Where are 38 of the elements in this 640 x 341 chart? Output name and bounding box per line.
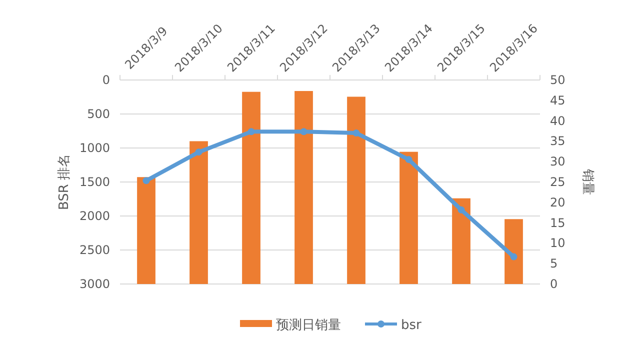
y-tick-label: 2000 <box>79 209 110 223</box>
y2-tick-label: 35 <box>550 134 566 148</box>
bar <box>137 177 156 284</box>
point <box>195 148 202 156</box>
point <box>248 128 255 136</box>
bar <box>294 91 313 284</box>
point <box>510 253 518 260</box>
point <box>142 177 150 184</box>
legend-label: bsr <box>401 318 422 333</box>
bar <box>452 198 470 284</box>
y2-tick-label: 25 <box>550 175 566 189</box>
y2-tick-label: 5 <box>550 256 558 271</box>
bar <box>242 92 260 284</box>
bar <box>347 96 366 284</box>
point <box>300 128 308 136</box>
y2-axis-title: 销量 <box>580 168 595 195</box>
y-axis-title: BSR 排名 <box>57 154 72 210</box>
y2-tick-label: 15 <box>550 216 566 230</box>
y-tick-label: 2500 <box>79 243 110 257</box>
y2-tick-label: 20 <box>550 195 566 210</box>
legend-label: 预测日销量 <box>276 318 341 333</box>
point <box>352 130 360 137</box>
y-tick-label: 3000 <box>79 277 110 291</box>
bar <box>400 152 418 284</box>
y2-tick-label: 0 <box>550 277 558 291</box>
y2-tick-label: 30 <box>550 154 566 169</box>
y-tick-label: 500 <box>87 107 110 121</box>
y2-tick-label: 50 <box>550 73 566 87</box>
y2-tick-label: 40 <box>550 114 566 128</box>
y-tick-label: 1500 <box>79 175 110 189</box>
y2-tick-label: 45 <box>550 93 566 108</box>
point <box>405 156 412 164</box>
y-tick-label: 1000 <box>79 141 110 155</box>
bar <box>504 219 523 284</box>
y2-tick-label: 10 <box>550 236 566 250</box>
point <box>458 206 465 214</box>
y-tick-label: 0 <box>102 73 110 87</box>
bar <box>190 141 208 284</box>
